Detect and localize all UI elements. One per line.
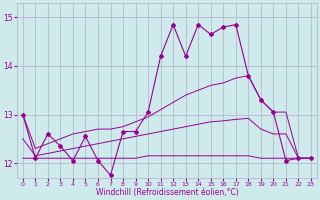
- X-axis label: Windchill (Refroidissement éolien,°C): Windchill (Refroidissement éolien,°C): [96, 188, 238, 197]
